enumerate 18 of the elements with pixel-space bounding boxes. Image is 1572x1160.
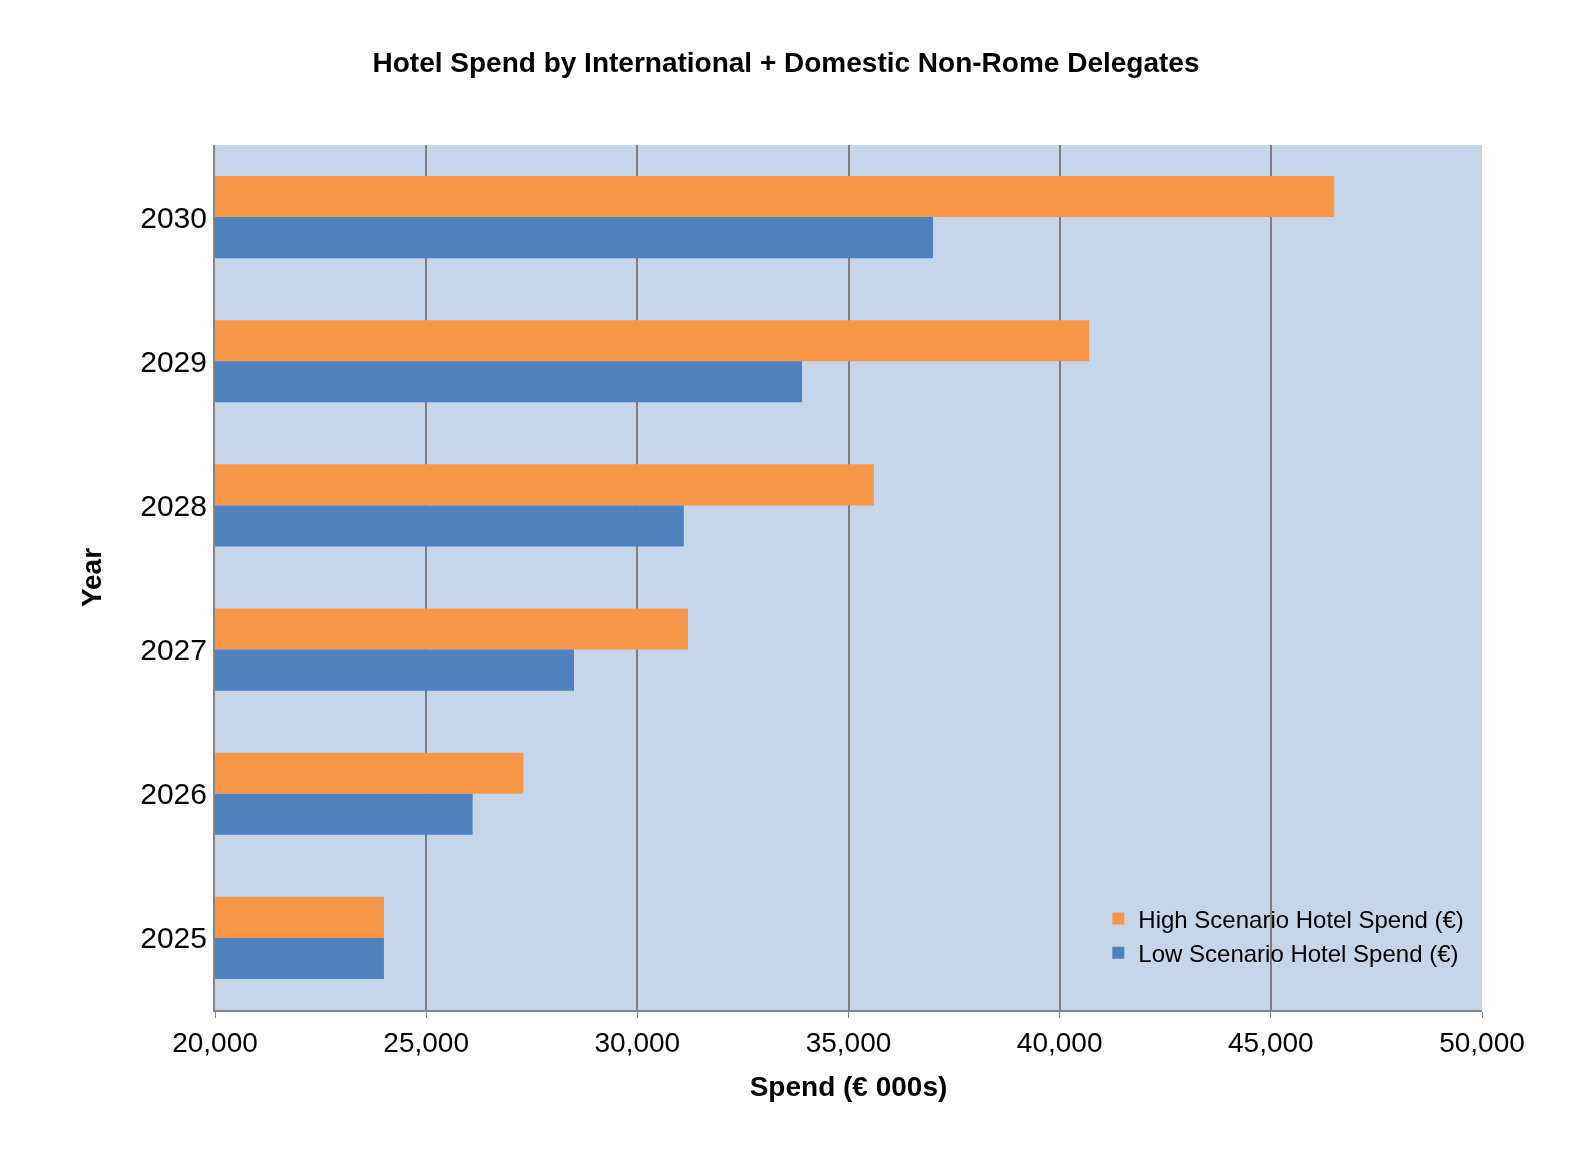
y-tick-label: 2029 bbox=[140, 344, 207, 378]
x-tick-label: 40,000 bbox=[1016, 1026, 1103, 1058]
y-tick-label: 2025 bbox=[140, 921, 207, 955]
x-tick-label: 35,000 bbox=[805, 1026, 892, 1058]
legend-label: High Scenario Hotel Spend (€) bbox=[1138, 905, 1464, 933]
x-tick-label: 25,000 bbox=[383, 1026, 469, 1058]
legend-label: Low Scenario Hotel Spend (€) bbox=[1138, 940, 1459, 968]
x-tick-label: 45,000 bbox=[1228, 1026, 1314, 1058]
x-axis-title: Spend (€ 000s) bbox=[749, 1071, 948, 1103]
y-tick-label: 2027 bbox=[140, 633, 207, 667]
x-tick-label: 20,000 bbox=[172, 1026, 258, 1058]
x-tick-label: 50,000 bbox=[1439, 1026, 1525, 1058]
y-axis-title: Year bbox=[76, 547, 108, 608]
x-tick-label: 30,000 bbox=[594, 1026, 681, 1058]
y-tick-label: 2026 bbox=[140, 777, 207, 811]
y-tick-label: 2030 bbox=[140, 200, 207, 234]
y-tick-label: 2028 bbox=[140, 488, 207, 522]
chart-title: Hotel Spend by International + Domestic Non-Rome Delegates bbox=[372, 46, 1200, 78]
